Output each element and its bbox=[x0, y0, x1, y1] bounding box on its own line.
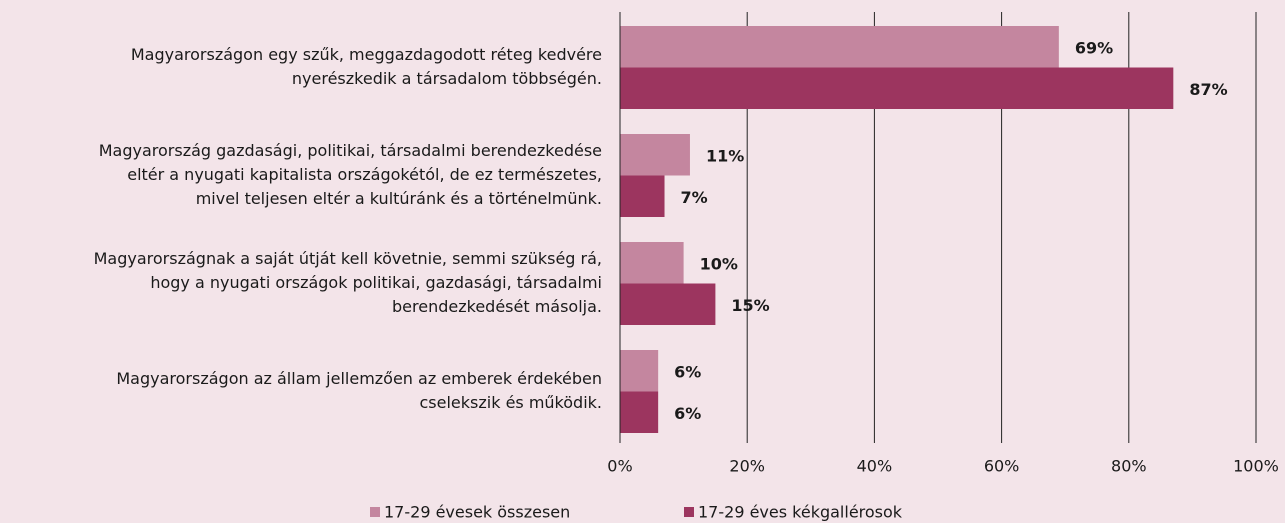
category-label: berendezkedését másolja. bbox=[392, 297, 602, 316]
value-label: 10% bbox=[700, 254, 738, 273]
legend-label: 17-29 éves kékgallérosok bbox=[698, 503, 903, 522]
category-label: Magyarországnak a saját útját kell követ… bbox=[94, 249, 602, 268]
bar bbox=[620, 391, 659, 433]
x-tick-label: 40% bbox=[857, 457, 893, 476]
category-label: eltér a nyugati kapitalista országokétól… bbox=[127, 165, 602, 184]
category-label: hogy a nyugati országok politikai, gazda… bbox=[150, 273, 602, 292]
legend-label: 17-29 évesek összesen bbox=[384, 503, 570, 522]
category-label: mivel teljesen eltér a kultúránk és a tö… bbox=[196, 189, 602, 208]
value-label: 6% bbox=[674, 404, 701, 423]
value-label: 6% bbox=[674, 362, 701, 381]
bar bbox=[620, 283, 716, 325]
category-label: Magyarország gazdasági, politikai, társa… bbox=[99, 141, 602, 160]
x-tick-label: 20% bbox=[729, 457, 765, 476]
category-label: Magyarországon egy szűk, meggazdagodott … bbox=[131, 45, 602, 64]
bar bbox=[620, 242, 684, 284]
x-tick-label: 100% bbox=[1233, 457, 1279, 476]
bar bbox=[620, 67, 1174, 109]
value-label: 87% bbox=[1189, 80, 1227, 99]
category-label: nyerészkedik a társadalom többségén. bbox=[292, 69, 602, 88]
bar bbox=[620, 134, 690, 176]
bar bbox=[620, 175, 665, 217]
value-label: 15% bbox=[731, 296, 769, 315]
bar bbox=[620, 350, 659, 392]
bar bbox=[620, 26, 1059, 68]
category-label: cselekszik és működik. bbox=[420, 393, 603, 412]
legend-swatch bbox=[370, 507, 380, 517]
value-label: 7% bbox=[681, 188, 708, 207]
x-tick-label: 0% bbox=[607, 457, 632, 476]
legend-swatch bbox=[684, 507, 694, 517]
value-label: 11% bbox=[706, 146, 744, 165]
x-tick-label: 80% bbox=[1111, 457, 1147, 476]
x-tick-label: 60% bbox=[984, 457, 1020, 476]
value-label: 69% bbox=[1075, 38, 1113, 57]
category-label: Magyarországon az állam jellemzően az em… bbox=[116, 369, 602, 388]
